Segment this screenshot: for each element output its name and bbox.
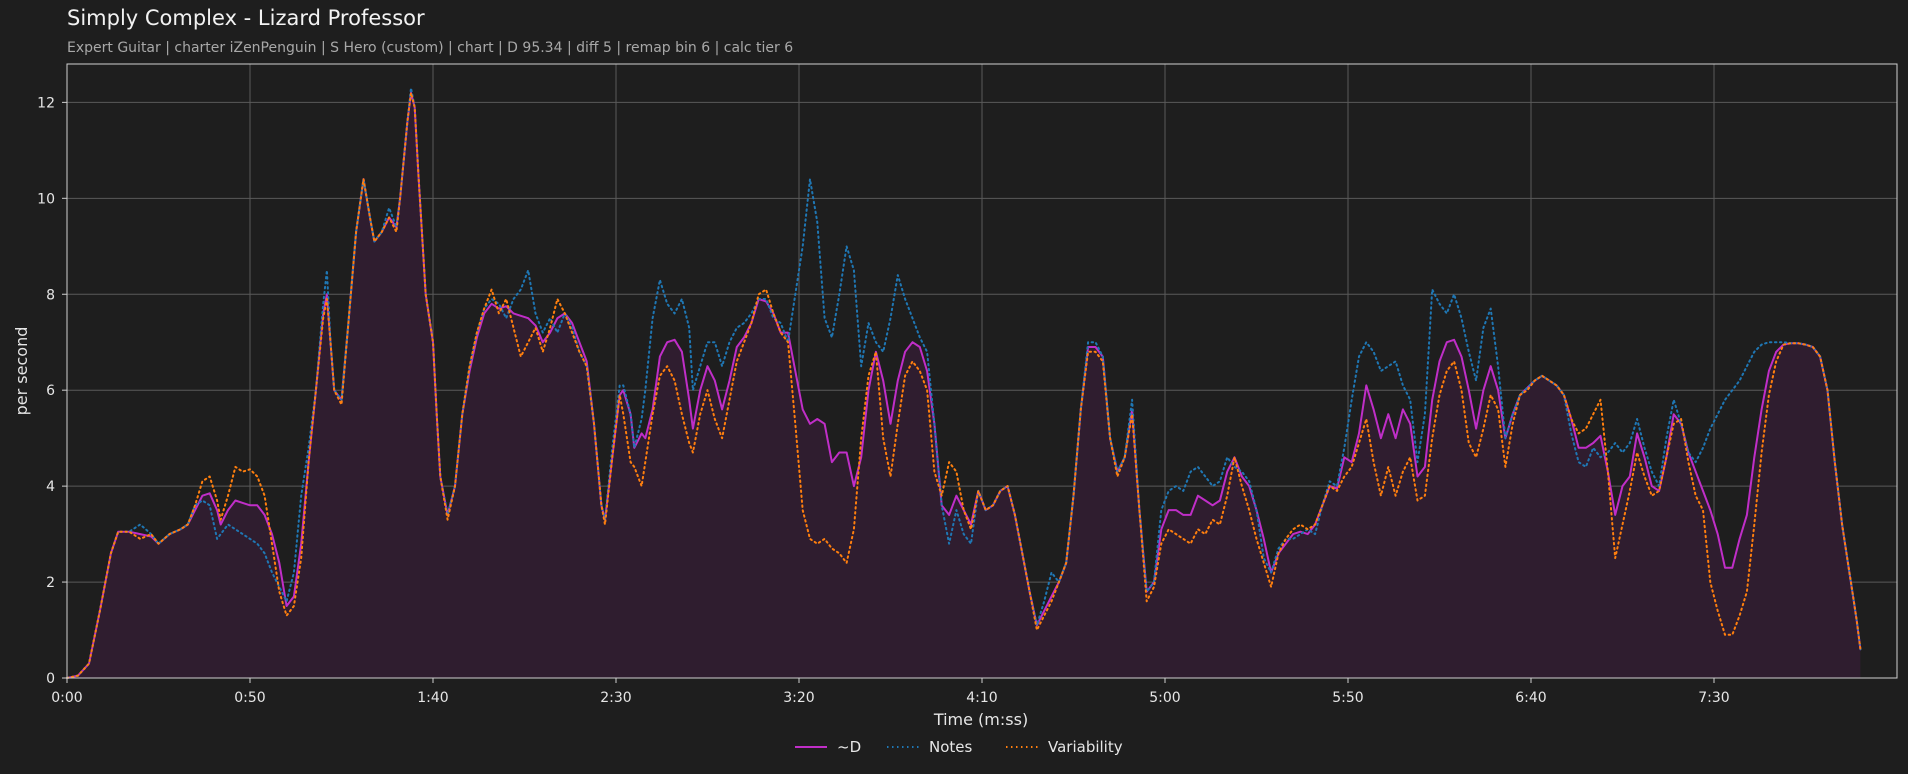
x-tick-label: 6:40 [1515, 690, 1546, 706]
x-tick-label: 7:30 [1698, 690, 1729, 706]
chart-title: Simply Complex - Lizard Professor [67, 6, 425, 30]
y-tick-label: 12 [37, 95, 55, 111]
x-tick-label: 3:20 [783, 690, 814, 706]
x-tick-label: 2:30 [600, 690, 631, 706]
series-area-0 [67, 92, 1861, 679]
series-line-1 [66, 87, 1862, 679]
x-tick-label: 5:50 [1332, 690, 1363, 706]
y-tick-label: 2 [46, 575, 55, 591]
y-tick-label: 6 [46, 383, 55, 399]
y-tick-label: 8 [46, 287, 55, 303]
y-tick-label: 0 [46, 671, 55, 687]
x-tick-label: 0:50 [234, 690, 265, 706]
x-tick-label: 0:00 [51, 690, 82, 706]
legend-item: Notes [887, 738, 973, 756]
legend-item: Variability [1006, 738, 1123, 756]
x-axis-label: Time (m:ss) [933, 710, 1028, 729]
x-tick-label: 4:10 [966, 690, 997, 706]
x-tick-label: 1:40 [417, 690, 448, 706]
plot-frame [66, 63, 1898, 679]
legend-label: Notes [929, 738, 973, 756]
x-tick-label: 5:00 [1149, 690, 1180, 706]
y-tick-label: 4 [46, 479, 55, 495]
legend-label: Variability [1048, 738, 1123, 756]
series-layer [66, 87, 1862, 679]
legend-item: ~D [795, 738, 861, 756]
y-tick-label: 10 [37, 191, 55, 207]
chart-subtitle: Expert Guitar | charter iZenPenguin | S … [67, 40, 794, 56]
axes: 0:00 0:50 1:40 2:30 3:20 4:10 5:00 5:50 6:40 7:30… [37, 63, 1898, 706]
legend-label: ~D [837, 738, 861, 756]
legend: ~D Notes Variability [795, 738, 1123, 756]
y-axis-label: per second [12, 327, 31, 416]
series-line-2 [66, 91, 1862, 679]
